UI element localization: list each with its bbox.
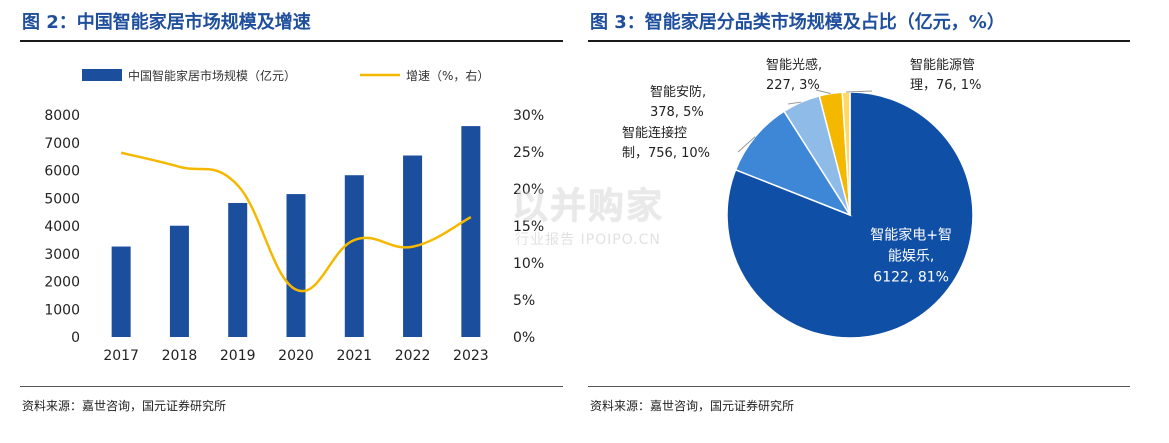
x-tick-label: 2021	[336, 348, 372, 364]
bar-2020	[286, 194, 306, 337]
y-tick-label: 0	[71, 330, 80, 346]
pie-slice-label: 智能能源管	[910, 58, 975, 73]
bar-2023	[461, 126, 481, 337]
y-tick-label: 5000	[44, 191, 80, 207]
figure-3-title: 图 3：智能家居分品类市场规模及占比（亿元，%）	[590, 12, 1005, 33]
figure-3-top-rule	[588, 40, 1130, 42]
y-tick-label: 2000	[44, 275, 80, 291]
y2-tick-label: 25%	[513, 145, 544, 161]
pie-slice-label: 智能光感,	[766, 57, 822, 73]
pie-slice-label: 378, 5%	[650, 105, 704, 120]
pie-leader-line	[787, 101, 802, 105]
pie-slice-label: 能娱乐,	[888, 249, 934, 265]
pie-slice-label: 227, 3%	[766, 78, 820, 93]
x-tick-label: 2017	[103, 348, 139, 364]
figure-3-source: 资料来源：嘉世咨询，国元证券研究所	[590, 399, 795, 413]
y-tick-label: 1000	[44, 302, 80, 318]
x-tick-label: 2022	[395, 348, 431, 364]
x-tick-label: 2020	[278, 348, 314, 364]
y-tick-label: 6000	[44, 164, 80, 180]
legend-bar-label: 中国智能家居市场规模（亿元）	[128, 68, 296, 83]
bar-2021	[344, 175, 364, 337]
y-tick-label: 8000	[44, 108, 80, 124]
pie-slice-label: 6122, 81%	[873, 270, 949, 286]
figure-2-bottom-rule	[20, 386, 563, 387]
y2-tick-label: 30%	[513, 108, 544, 124]
x-tick-label: 2019	[220, 348, 256, 364]
chart-legend: 中国智能家居市场规模（亿元） 增速（%，右）	[82, 68, 489, 83]
y-tick-label: 3000	[44, 247, 80, 263]
pie-slice-label: 制，756, 10%	[622, 146, 710, 161]
pie-slice-label: 智能安防,	[650, 84, 706, 100]
figure-3-bottom-rule	[588, 386, 1130, 387]
pie-leader-line	[846, 90, 873, 93]
y-tick-label: 4000	[44, 219, 80, 235]
y2-tick-label: 20%	[513, 182, 544, 198]
x-tick-label: 2018	[162, 348, 198, 364]
pie-slice-label: 智能家电+智	[870, 227, 952, 244]
figure-2-top-rule	[20, 40, 563, 42]
growth-rate-line	[120, 151, 472, 293]
legend-bar-swatch	[82, 69, 122, 81]
y2-tick-label: 5%	[513, 293, 535, 309]
pie-slice-1	[734, 110, 852, 217]
bar-2019	[228, 202, 248, 337]
legend-line-label: 增速（%，右）	[406, 68, 489, 83]
pie-slice-label: 智能连接控	[622, 125, 687, 141]
y2-tick-label: 0%	[513, 330, 535, 346]
y-tick-label: 7000	[44, 136, 80, 152]
bar-2017	[111, 246, 131, 337]
bar-2018	[169, 225, 189, 337]
y2-tick-label: 10%	[513, 256, 544, 272]
x-tick-label: 2023	[453, 348, 489, 364]
pie-leader-line	[737, 136, 756, 153]
pie-slice-label: 理，76, 1%	[910, 78, 981, 93]
y2-tick-label: 15%	[513, 219, 544, 235]
pie-leader-line	[815, 89, 831, 95]
market-size-growth-chart: 0 1000 2000 3000 4000 5000 6000 7000 8000 0% 5% 10…	[44, 68, 544, 364]
figure-2-source: 资料来源：嘉世咨询，国元证券研究所	[22, 399, 227, 413]
figure-2-title: 图 2：中国智能家居市场规模及增速	[22, 12, 311, 33]
